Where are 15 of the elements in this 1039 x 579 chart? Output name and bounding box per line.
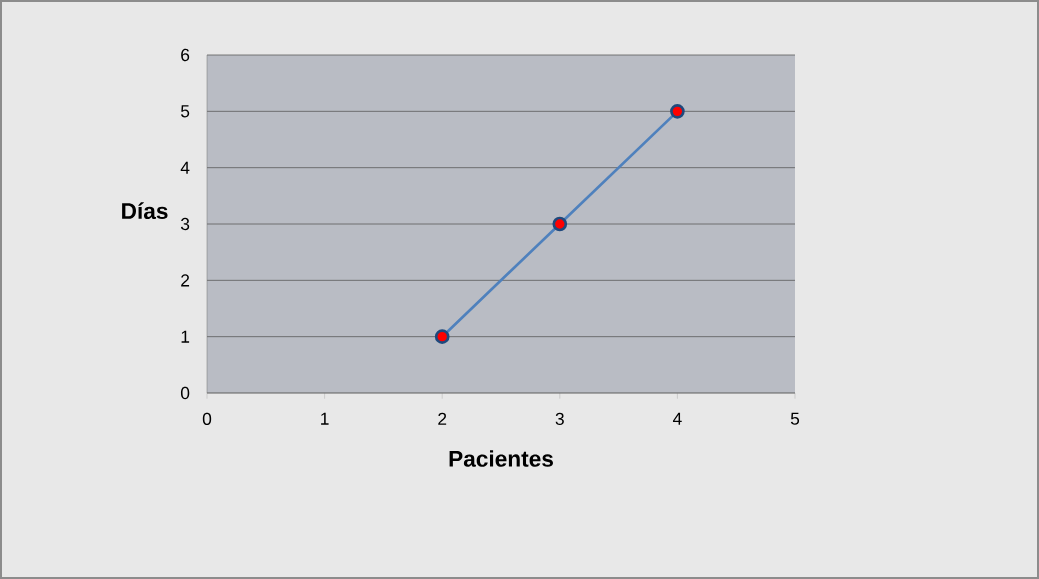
x-tick-label: 5 <box>790 412 800 425</box>
y-tick-label: 3 <box>180 217 190 231</box>
y-tick-label: 6 <box>181 48 190 62</box>
x-tick-label: 0 <box>202 412 212 425</box>
y-axis-title: Días <box>122 202 168 220</box>
x-axis-title: Pacientes <box>449 450 553 467</box>
x-tick-label: 4 <box>672 412 682 425</box>
x-tick-label: 1 <box>321 412 329 425</box>
x-tick-label: 3 <box>555 412 564 425</box>
y-tick-label: 4 <box>180 161 190 174</box>
y-tick-label: 1 <box>181 330 190 343</box>
y-tick-label: 0 <box>180 386 190 400</box>
y-tick-label: 5 <box>180 105 190 118</box>
y-tick-label: 2 <box>181 274 190 287</box>
x-tick-label: 2 <box>438 412 447 425</box>
